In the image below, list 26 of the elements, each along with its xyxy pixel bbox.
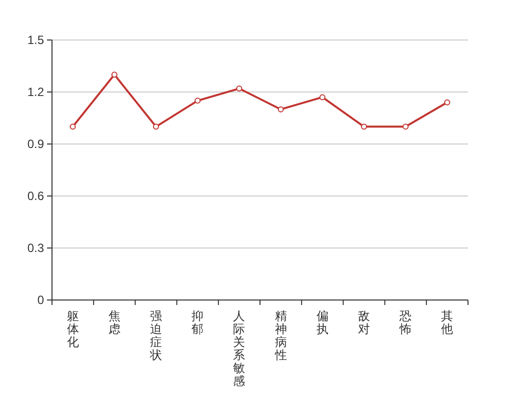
point <box>402 124 409 130</box>
point <box>444 99 450 106</box>
x-tick-label: 敌对 <box>358 309 370 336</box>
point <box>153 124 159 130</box>
y-tick-label: 0.3 <box>27 241 44 255</box>
point <box>361 124 367 130</box>
x-tick-label: 偏执 <box>316 309 328 336</box>
x-tick-label: 躯体化 <box>66 309 79 349</box>
x-tick-label: 精神病性 <box>274 309 287 362</box>
x-tick-label: 焦虑 <box>108 309 120 336</box>
point <box>278 106 284 112</box>
y-tick-label: 1.2 <box>27 85 44 99</box>
point <box>111 72 118 78</box>
point <box>236 86 242 92</box>
y-tick-label: 0.6 <box>27 189 44 203</box>
point <box>194 98 201 104</box>
point <box>70 124 76 130</box>
y-tick-label: 0.9 <box>27 137 44 151</box>
x-tick-label: 其他 <box>441 309 454 336</box>
x-tick-label: 抑郁 <box>192 309 204 336</box>
x-tick-label: 强迫症状 <box>149 309 162 362</box>
x-tick-label: 人际关系敏感 <box>233 309 246 388</box>
x-tick-label: 恐怖 <box>398 309 412 336</box>
y-tick-label: 0 <box>37 293 44 307</box>
y-tick-label: 1.5 <box>27 33 44 47</box>
point <box>319 94 326 100</box>
